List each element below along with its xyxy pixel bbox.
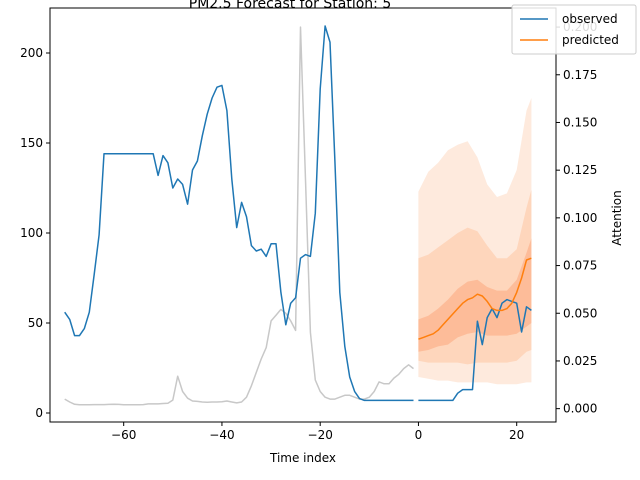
x-tick-label: 20 — [509, 428, 524, 442]
y-tick-label: 50 — [28, 316, 43, 330]
band-2 — [418, 238, 532, 352]
x-axis-ticks: −60 −40 −20 0 20 — [111, 422, 524, 442]
y2-axis-label: Attention — [610, 190, 624, 245]
y2-tick-label: 0.150 — [563, 115, 597, 129]
x-axis-label: Time index — [269, 451, 336, 465]
legend-observed-label: observed — [562, 12, 618, 26]
y2-axis-ticks: 0.000 0.025 0.050 0.075 0.100 0.125 0.150 0.175… — [556, 20, 597, 416]
legend-predicted-label: predicted — [562, 33, 619, 47]
x-tick-label: −60 — [111, 428, 136, 442]
y2-tick-label: 0.025 — [563, 354, 597, 368]
y2-tick-label: 0.000 — [563, 402, 597, 416]
y2-tick-label: 0.125 — [563, 163, 597, 177]
y-tick-label: 200 — [20, 46, 43, 60]
y-tick-label: 100 — [20, 226, 43, 240]
y-axis-ticks: 0 50 100 150 200 — [20, 46, 50, 420]
legend: observed predicted — [511, 4, 637, 55]
legend-box — [511, 4, 637, 55]
attention-series — [64, 26, 414, 406]
chart-title: PM2.5 Forecast for Station: 5 — [189, 0, 391, 12]
uncertainty-bands — [418, 98, 532, 385]
y2-tick-label: 0.175 — [563, 68, 597, 82]
y-tick-label: 0 — [35, 406, 43, 420]
y2-tick-label: 0.075 — [563, 259, 597, 273]
y2-tick-label: 0.050 — [563, 306, 597, 320]
attention-line — [64, 26, 414, 406]
series-line-predicted — [418, 257, 532, 340]
y-tick-label: 150 — [20, 136, 43, 150]
x-tick-label: −20 — [308, 428, 333, 442]
x-tick-label: 0 — [415, 428, 423, 442]
y2-tick-label: 0.100 — [563, 211, 597, 225]
x-tick-label: −40 — [209, 428, 234, 442]
plot-frame — [49, 7, 557, 423]
series-lines — [64, 25, 532, 402]
